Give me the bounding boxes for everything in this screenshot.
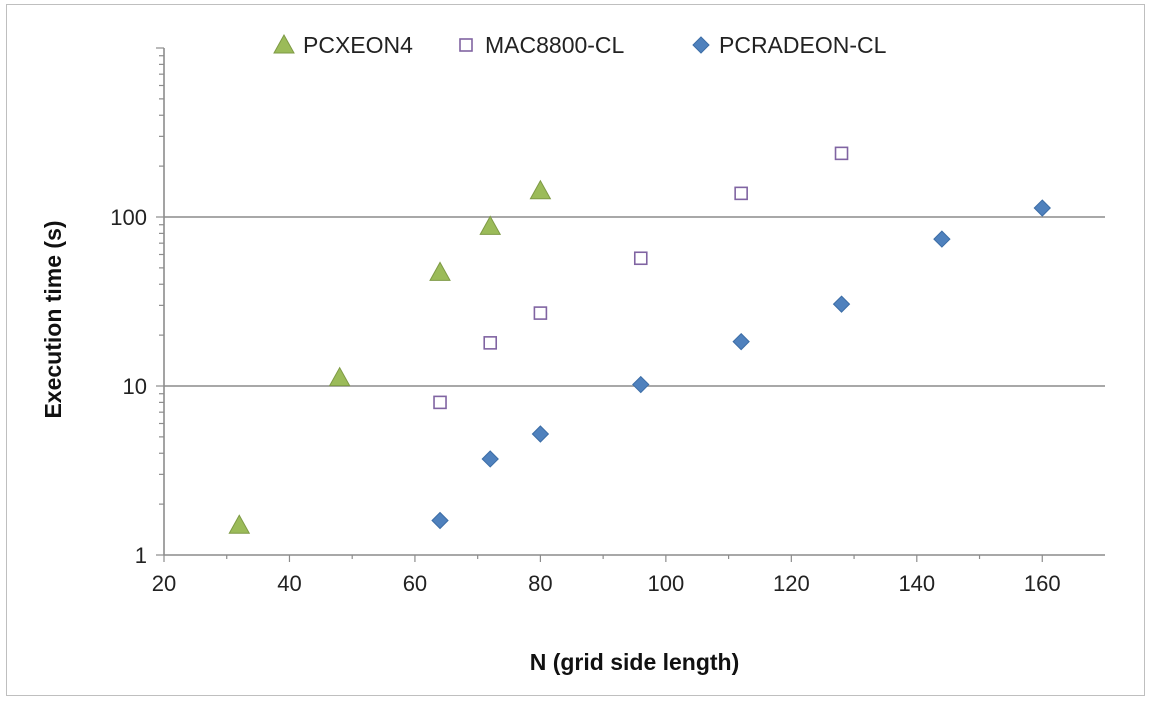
data-point [433,395,447,410]
legend-item-mac8800-cl: MAC8800-CL [459,32,625,58]
data-point [633,251,648,266]
y-tick-label: 10 [123,374,147,399]
data-point [481,450,499,468]
data-point [479,215,502,235]
series-mac8800-cl [433,146,849,410]
data-point [832,295,851,313]
legend-marker [273,33,295,54]
legend-item-pcxeon4: PCXEON4 [273,32,413,58]
axes-layer [156,47,1105,562]
x-tick-label: 160 [1024,571,1061,596]
data-point [431,511,449,530]
legend-marker [459,38,473,52]
x-tick-label: 20 [152,571,176,596]
data-point [632,375,650,394]
data-point [483,336,498,350]
scatter-chart: 1 10 100 20 40 60 80 100 120 140 160 PCXEON4 MAC880… [40,32,1105,675]
data-point [531,425,550,443]
legend-item-pcradeon-cl: PCRADEON-CL [692,32,887,58]
grid-layer [164,216,1105,387]
legend-marker [692,36,710,54]
x-axis-title: N (grid side length) [530,649,740,675]
y-tick-label: 1 [135,543,147,568]
x-tick-label: 100 [648,571,685,596]
x-tick-label: 80 [528,571,552,596]
points-layer [228,146,1051,534]
series-pcradeon-cl [431,199,1051,530]
legend-label: PCRADEON-CL [719,32,887,58]
x-tick-label: 140 [898,571,935,596]
data-point [732,332,750,351]
y-axis-title: Execution time (s) [40,220,66,418]
legend-label: PCXEON4 [303,32,413,58]
data-point [529,179,552,200]
chart-frame: 1 10 100 20 40 60 80 100 120 140 160 PCXEON4 MAC880… [6,4,1145,696]
y-tick-label: 100 [110,205,147,230]
ticks-layer: 1 10 100 20 40 60 80 100 120 140 160 [110,205,1060,596]
series-pcxeon4 [228,179,552,534]
legend: PCXEON4 MAC8800-CL PCRADEON-CL [273,32,887,58]
data-point [533,306,548,320]
data-point [933,230,951,248]
data-point [328,366,351,387]
data-point [1033,199,1051,217]
legend-label: MAC8800-CL [485,32,625,58]
x-tick-label: 60 [403,571,427,596]
data-point [734,186,748,201]
x-tick-label: 40 [277,571,301,596]
data-point [834,146,849,161]
x-tick-label: 120 [773,571,810,596]
data-point [228,514,251,534]
data-point [429,261,451,281]
